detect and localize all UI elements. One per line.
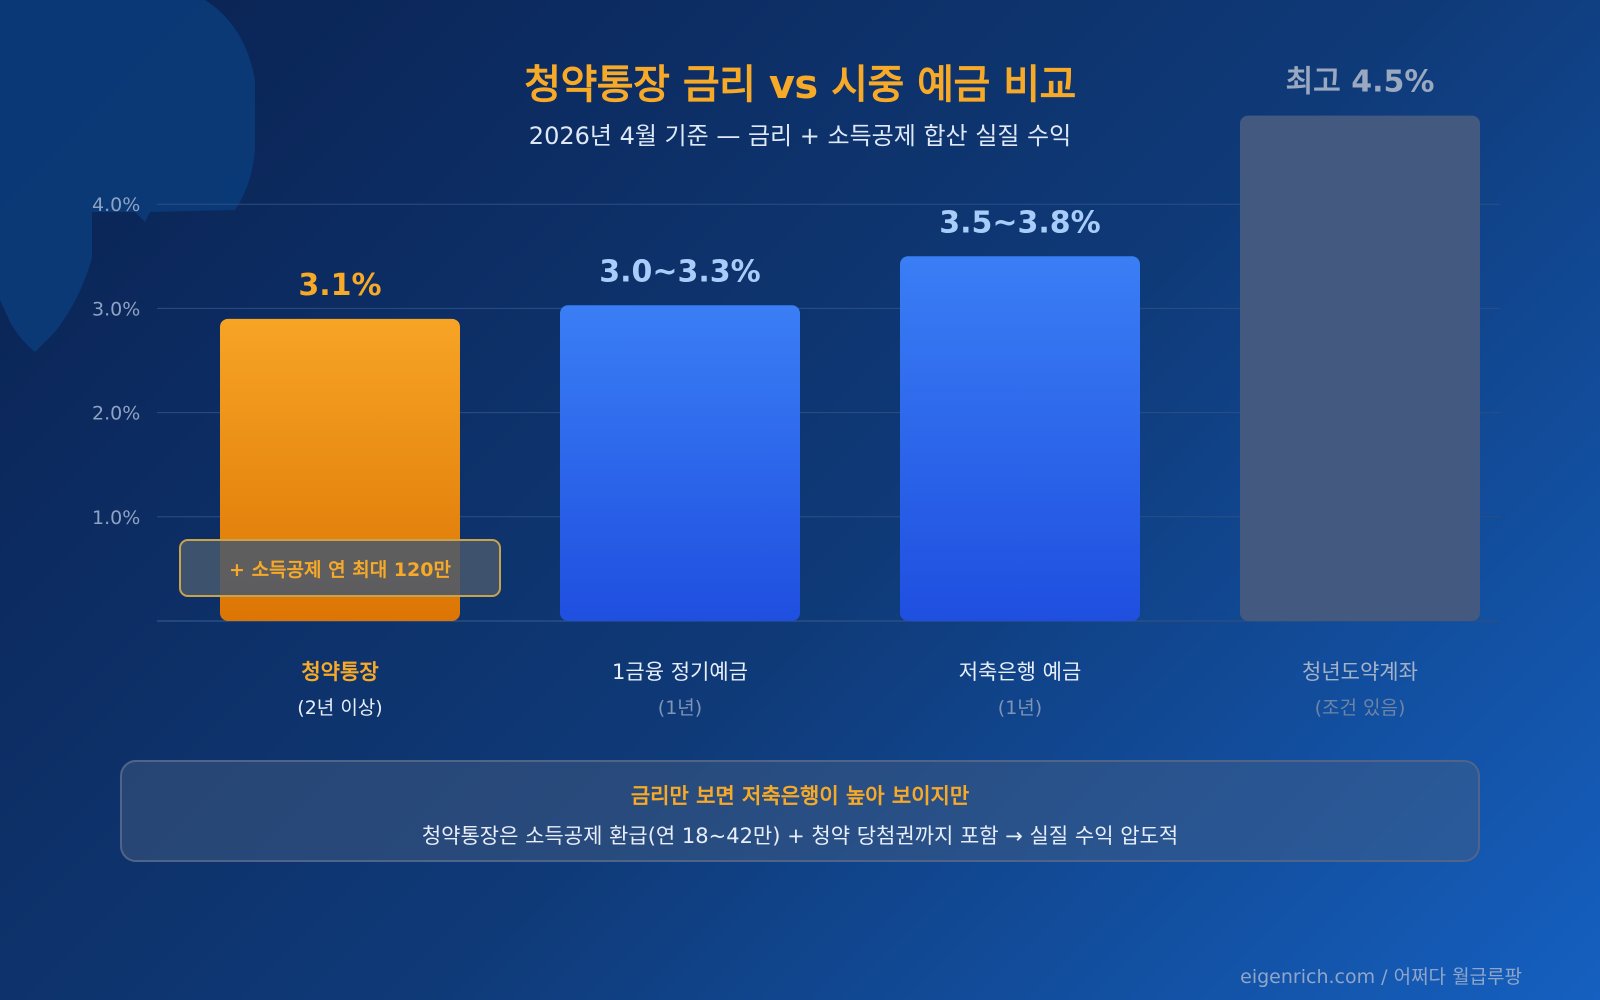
category-sublabel: (1년): [658, 697, 702, 719]
annotation-text: + 소득공제 연 최대 120만: [229, 559, 451, 581]
callout-body: 청약통장은 소득공제 환급(연 18~42만) + 청약 당첨권까지 포함 → …: [421, 824, 1179, 848]
category-sublabel: (1년): [998, 697, 1042, 719]
callout-title: 금리만 보면 저축은행이 높아 보이지만: [630, 784, 970, 808]
chart-title: 청약통장 금리 vs 시중 예금 비교: [524, 62, 1076, 108]
category-label: 저축은행 예금: [959, 660, 1082, 684]
category-sublabel: (조건 있음): [1315, 697, 1406, 719]
y-tick-label: 2.0%: [92, 403, 140, 425]
bar: [900, 256, 1140, 621]
category-label: 1금융 정기예금: [612, 660, 748, 684]
data-label: 3.5~3.8%: [939, 205, 1100, 240]
footer-credit: eigenrich.com / 어쩌다 월급루팡: [1240, 966, 1522, 988]
bar-chart: 1.0% 2.0% 3.0% 4.0% 3.1% 청약통장 (2년 이상) 3.0~3.3% 1…: [92, 65, 1500, 719]
category-label: 청년도약계좌: [1302, 660, 1418, 684]
y-tick-label: 4.0%: [92, 194, 140, 216]
category-sublabel: (2년 이상): [297, 697, 382, 719]
data-label: 3.0~3.3%: [599, 254, 760, 289]
chart-subtitle: 2026년 4월 기준 — 금리 + 소득공제 합산 실질 수익: [528, 122, 1072, 150]
y-tick-label: 3.0%: [92, 298, 140, 320]
category-label: 청약통장: [301, 660, 378, 684]
data-label: 최고 4.5%: [1286, 65, 1435, 100]
decorative-blob: [0, 0, 255, 352]
bar: [1240, 115, 1480, 621]
summary-callout: 금리만 보면 저축은행이 높아 보이지만 청약통장은 소득공제 환급(연 18~…: [120, 760, 1480, 862]
data-label: 3.1%: [298, 268, 381, 303]
y-tick-label: 1.0%: [92, 507, 140, 529]
bar: [560, 305, 800, 621]
annotation-badge: [179, 539, 501, 597]
